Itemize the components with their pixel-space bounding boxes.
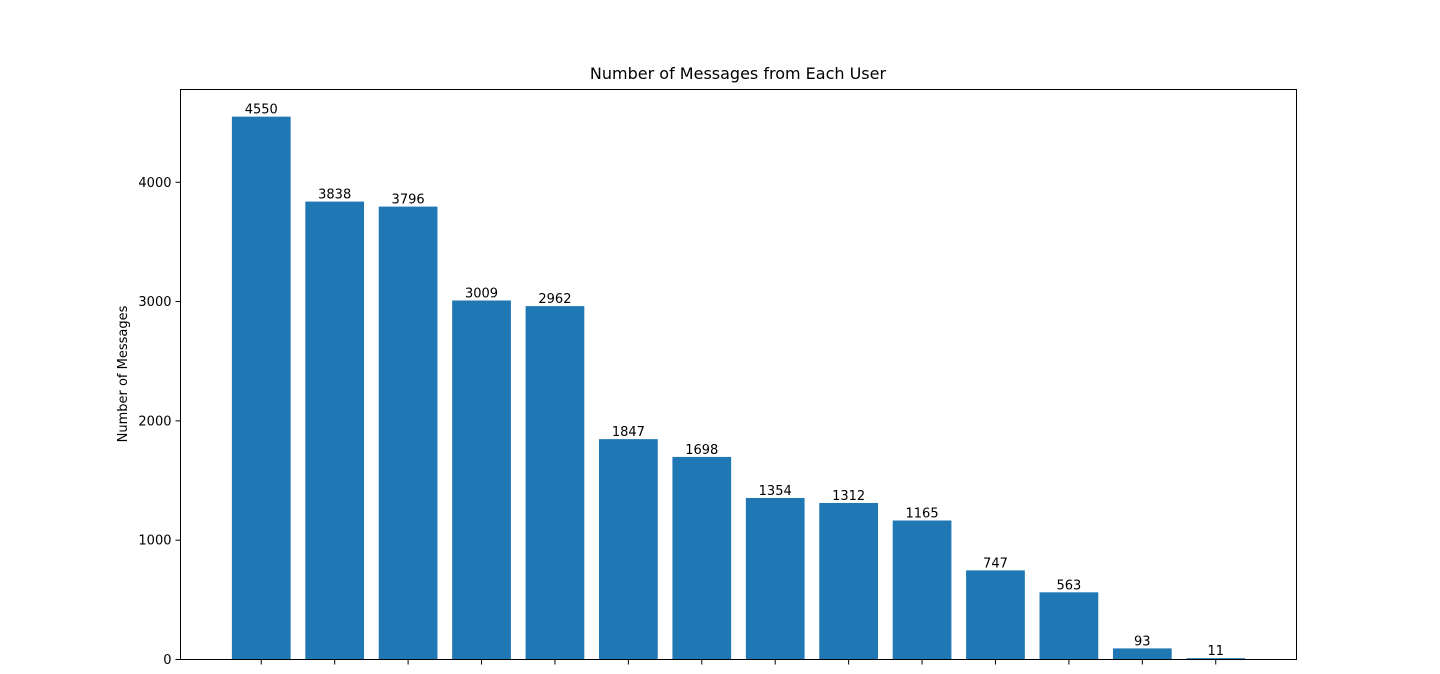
bar [745, 497, 805, 660]
bar-value-label: 3838 [318, 188, 351, 203]
bar [1112, 648, 1172, 660]
bar-value-label: 11 [1207, 644, 1224, 659]
x-ticks-layer [260, 659, 1217, 665]
bar [819, 502, 878, 660]
bar-value-label: 1698 [685, 443, 718, 458]
chart-title: Number of Messages from Each User [590, 64, 887, 83]
bar-value-label: 3009 [465, 286, 498, 301]
bar [672, 456, 732, 660]
bar-value-label: 1847 [612, 425, 645, 440]
bar [231, 116, 291, 660]
bar-value-label: 4550 [245, 103, 278, 118]
bar [305, 201, 365, 660]
bar [599, 439, 658, 660]
y-tick-label: 1000 [138, 534, 171, 549]
bar-value-label: 93 [1134, 634, 1151, 649]
bar [525, 306, 585, 660]
bar-value-label: 563 [1056, 578, 1081, 593]
bar-value-label: 747 [983, 556, 1008, 571]
bar [378, 206, 438, 660]
bar [892, 520, 952, 660]
bar-value-label: 2962 [538, 292, 571, 307]
bar [1039, 592, 1099, 660]
bar-value-label: 1312 [832, 489, 865, 504]
data-labels-layer: 4550 3838 3796 3009 2962 1847 1698 1354 1312 1165… [245, 103, 1224, 660]
bar-value-label: 1354 [759, 484, 792, 499]
bar-value-label: 3796 [392, 193, 425, 208]
y-axis-label: Number of Messages [116, 305, 131, 442]
bars-layer [231, 116, 1246, 660]
y-tick-label: 3000 [138, 295, 171, 310]
bar-value-label: 1165 [906, 507, 939, 522]
bar [1186, 658, 1246, 660]
y-tick-label: 4000 [138, 176, 171, 191]
y-tick-label: 2000 [138, 414, 171, 429]
y-tick-label: 0 [163, 653, 171, 668]
y-ticks-layer: 0 1000 2000 3000 4000 [138, 176, 181, 668]
bar [966, 570, 1025, 660]
plot-frame [180, 89, 1297, 660]
bar [452, 300, 511, 660]
